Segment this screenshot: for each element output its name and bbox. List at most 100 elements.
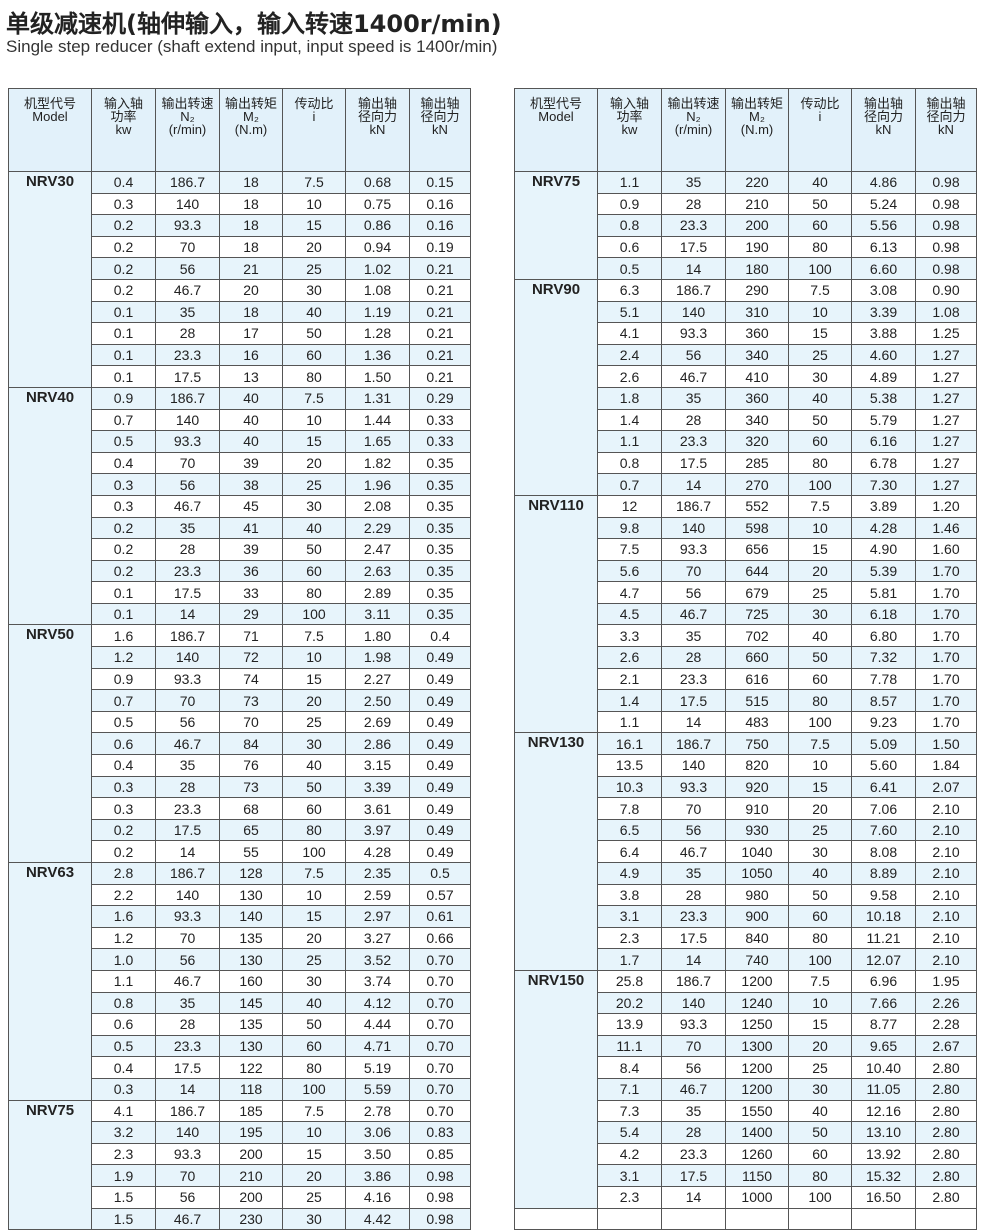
value-cell: 40	[219, 408, 283, 432]
value-cell: 10	[282, 1121, 346, 1144]
data-row: 0.1 35 18 40 1.19 0.21	[9, 300, 471, 324]
value-cell: 920	[725, 775, 789, 799]
value-cell: 0.49	[409, 667, 471, 691]
value-cell: 28	[661, 646, 726, 669]
data-row: 3.3 35 702 40 6.80 1.70	[515, 624, 977, 648]
header-cell: 输出轴 径向力 kN	[851, 88, 916, 172]
header-line: (r/min)	[674, 122, 713, 137]
value-cell: 12.16	[851, 1099, 916, 1123]
value-cell: 40	[788, 624, 852, 648]
value-cell: 360	[725, 322, 789, 345]
value-cell: 2.63	[345, 559, 410, 583]
value-cell: 1.2	[91, 926, 156, 950]
header-line: 机型代号	[529, 96, 582, 111]
value-cell: 0.2	[91, 278, 156, 302]
value-cell: 17.5	[155, 581, 220, 604]
value-cell: 340	[725, 408, 789, 432]
value-cell: 7.5	[282, 171, 346, 194]
header-line: kN	[875, 122, 892, 137]
value-cell: 18	[219, 171, 283, 194]
value-cell: 679	[725, 581, 789, 604]
value-cell: 65	[219, 818, 283, 842]
value-cell: 55	[219, 840, 283, 863]
value-cell: 1150	[725, 1164, 789, 1187]
value-cell: 180	[725, 257, 789, 280]
value-cell: 1.27	[915, 430, 977, 453]
model-cell: NRV40	[8, 386, 92, 626]
value-cell: 25	[282, 710, 346, 734]
header-cell: 输出轴 径向力 kN	[409, 88, 471, 172]
value-cell: 93.3	[155, 430, 220, 453]
value-cell: 2.08	[345, 494, 410, 518]
value-cell: 130	[219, 883, 283, 907]
empty-cell	[661, 1207, 726, 1231]
value-cell: 60	[788, 667, 852, 691]
value-cell: 50	[788, 408, 852, 432]
value-cell: 40	[282, 300, 346, 324]
value-cell: 200	[219, 1142, 283, 1166]
value-cell: 1040	[725, 840, 789, 863]
value-cell: 483	[725, 710, 789, 734]
value-cell: 6.4	[597, 840, 662, 863]
value-cell: 186.7	[155, 386, 220, 410]
data-row: 5.6 70 644 20 5.39 1.70	[515, 559, 977, 583]
data-row: 1.0 56 130 25 3.52 0.70	[9, 948, 471, 971]
header-line: (r/min)	[168, 122, 207, 137]
value-cell: 1.70	[915, 646, 977, 669]
value-cell: 7.5	[282, 1099, 346, 1123]
data-row: 5.4 28 1400 50 13.10 2.80	[515, 1121, 977, 1144]
value-cell: 50	[282, 1013, 346, 1036]
data-row: 0.7 14 270 100 7.30 1.27	[515, 473, 977, 496]
value-cell: 2.10	[915, 926, 977, 950]
value-cell: 20	[788, 797, 852, 820]
value-cell: 17	[219, 322, 283, 345]
value-cell: 195	[219, 1121, 283, 1144]
value-cell: 285	[725, 451, 789, 475]
data-row: 0.2 93.3 18 15 0.86 0.16	[9, 214, 471, 237]
value-cell: 1.7	[597, 948, 662, 971]
value-cell: 93.3	[661, 775, 726, 799]
value-cell: 17.5	[155, 1056, 220, 1079]
value-cell: 122	[219, 1056, 283, 1079]
value-cell: 100	[788, 948, 852, 971]
value-cell: 17.5	[661, 235, 726, 259]
value-cell: 100	[282, 1077, 346, 1101]
value-cell: 17.5	[155, 365, 220, 388]
value-cell: 28	[155, 1013, 220, 1036]
value-cell: 140	[661, 300, 726, 324]
value-cell: 60	[788, 430, 852, 453]
value-cell: 28	[155, 322, 220, 345]
value-cell: 0.33	[409, 408, 471, 432]
value-cell: 56	[155, 710, 220, 734]
value-cell: 35	[155, 300, 220, 324]
value-cell: 0.9	[91, 386, 156, 410]
value-cell: 56	[155, 1185, 220, 1209]
value-cell: 1.2	[91, 646, 156, 669]
value-cell: 3.50	[345, 1142, 410, 1166]
value-cell: 2.80	[915, 1056, 977, 1079]
model-cell: NRV63	[8, 862, 92, 1101]
value-cell: 70	[219, 710, 283, 734]
data-row: NRV63 2.8 186.7 128 7.5 2.35 0.5	[8, 862, 471, 1101]
value-cell: 1.70	[915, 624, 977, 648]
value-cell: 0.3	[91, 797, 156, 820]
value-cell: 17.5	[661, 451, 726, 475]
header-line: i	[818, 109, 822, 124]
value-cell: 7.06	[851, 797, 916, 820]
value-cell: 0.35	[409, 473, 471, 496]
value-cell: 1.27	[915, 408, 977, 432]
value-cell: 145	[219, 991, 283, 1015]
value-cell: 2.80	[915, 1077, 977, 1101]
value-cell: 410	[725, 365, 789, 388]
value-cell: 28	[661, 883, 726, 907]
value-cell: 2.59	[345, 883, 410, 907]
value-cell: 17.5	[661, 1164, 726, 1187]
value-cell: 1.70	[915, 602, 977, 626]
value-cell: 1.9	[91, 1164, 156, 1187]
value-cell: 50	[282, 322, 346, 345]
value-cell: 1.80	[345, 624, 410, 648]
value-cell: 2.78	[345, 1099, 410, 1123]
header-line: 功率	[616, 109, 643, 124]
value-cell: 0.9	[597, 192, 662, 216]
header-cell: 机型代号 Model	[8, 88, 92, 172]
